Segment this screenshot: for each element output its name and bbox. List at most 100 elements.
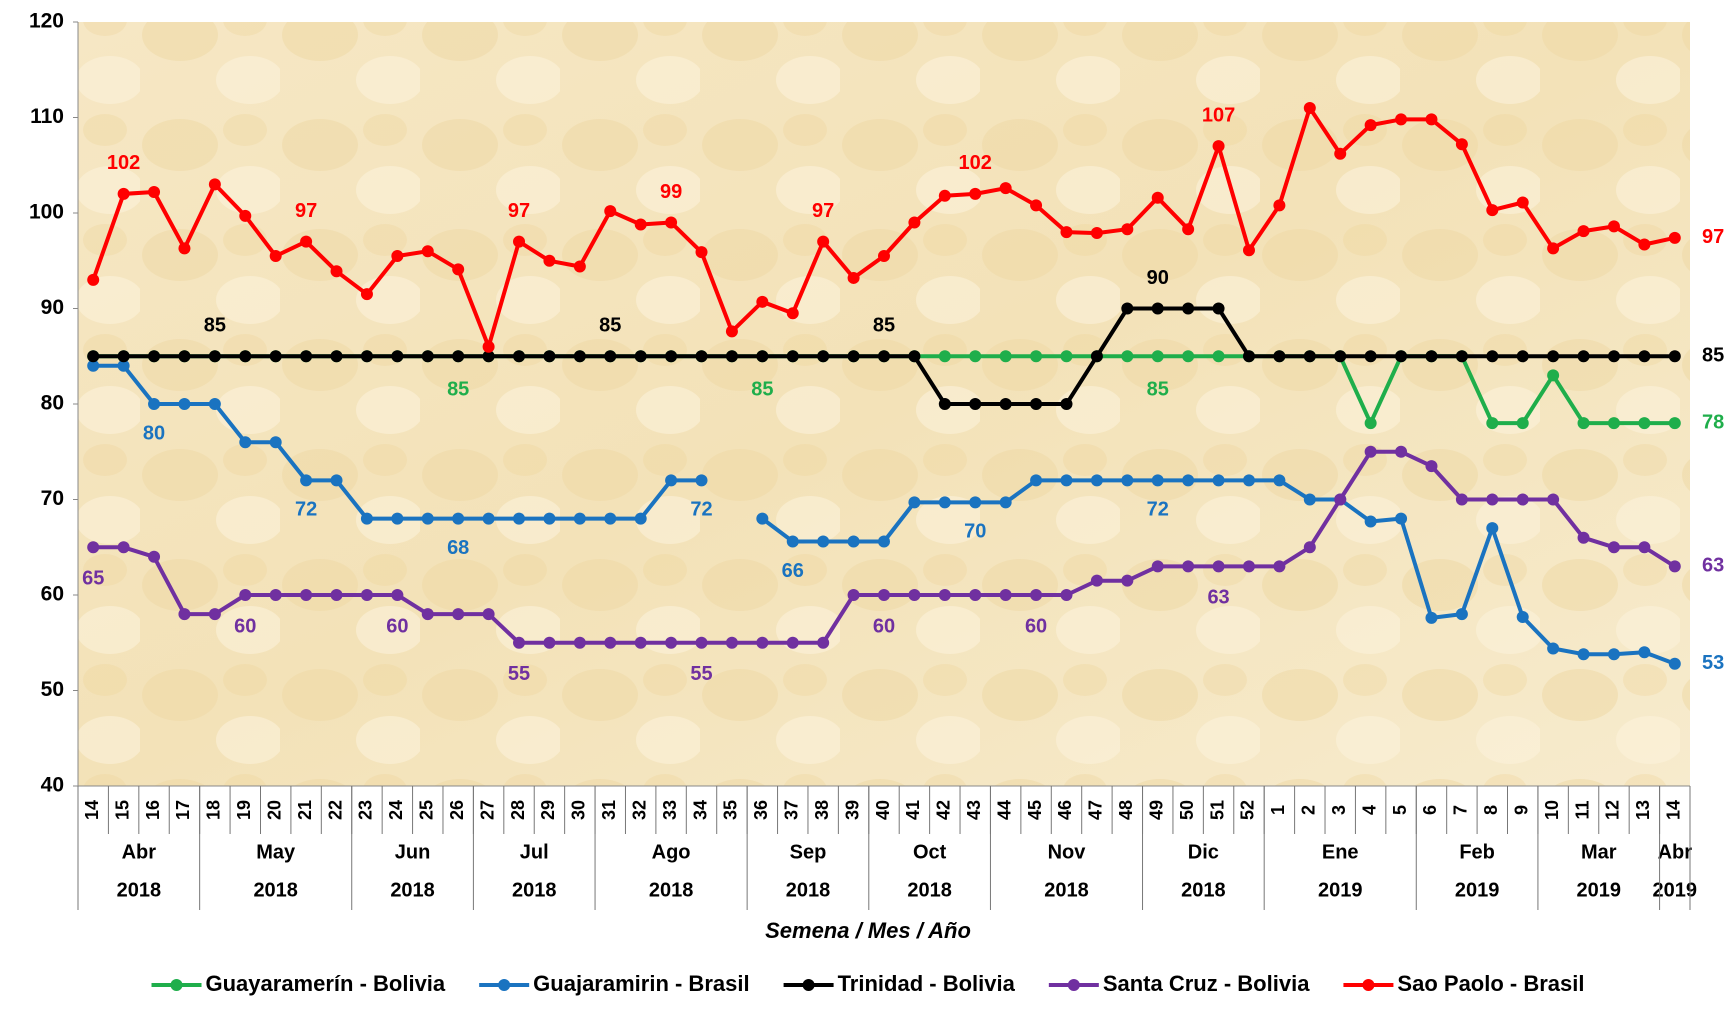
- point: [604, 512, 617, 525]
- point: [1486, 493, 1499, 506]
- point: [756, 636, 769, 649]
- x-tick-label: 6: [1420, 805, 1440, 815]
- point: [1516, 610, 1529, 623]
- point: [1395, 445, 1408, 458]
- point: [1090, 474, 1103, 487]
- year-label: 2018: [390, 879, 435, 901]
- x-tick-label: 22: [325, 800, 345, 820]
- x-tick-label: 25: [417, 800, 437, 820]
- point: [482, 512, 495, 525]
- month-label: Jul: [520, 841, 549, 863]
- y-tick-label: 120: [29, 10, 64, 33]
- data-label: 72: [295, 499, 317, 521]
- point: [1151, 350, 1164, 363]
- point: [1425, 113, 1438, 126]
- x-tick-label: 23: [356, 800, 376, 820]
- point: [360, 512, 373, 525]
- point: [269, 589, 282, 601]
- point: [1334, 493, 1347, 506]
- x-tick-label: 44: [994, 800, 1014, 820]
- point: [117, 541, 130, 554]
- point: [482, 340, 495, 353]
- point: [330, 589, 343, 601]
- x-tick-label: 1: [1268, 805, 1288, 815]
- point: [1638, 417, 1651, 430]
- point: [1060, 474, 1073, 487]
- data-label: 63: [1702, 555, 1724, 577]
- point: [604, 350, 617, 363]
- point: [634, 636, 647, 649]
- point: [421, 512, 434, 525]
- y-tick-label: 70: [41, 487, 64, 510]
- point: [1668, 231, 1681, 244]
- x-tick-label: 40: [873, 800, 893, 820]
- point: [999, 496, 1012, 509]
- point: [1425, 611, 1438, 624]
- point: [178, 398, 191, 410]
- point: [1607, 350, 1620, 363]
- legend-label: Guajaramirin - Brasil: [533, 971, 749, 996]
- point: [1182, 302, 1195, 315]
- point: [1455, 350, 1468, 363]
- point: [1334, 147, 1347, 160]
- y-tick-label: 80: [41, 392, 64, 415]
- point: [786, 307, 799, 320]
- point: [1668, 417, 1681, 430]
- point: [1273, 199, 1286, 212]
- point: [87, 273, 100, 286]
- data-label: 97: [508, 200, 530, 222]
- x-tick-label: 47: [1086, 800, 1106, 820]
- legend-label: Sao Paolo - Brasil: [1397, 971, 1584, 996]
- month-label: Abr: [122, 841, 157, 863]
- point: [1516, 417, 1529, 430]
- point: [878, 249, 890, 262]
- point: [1395, 512, 1408, 525]
- point: [1273, 350, 1286, 363]
- data-label: 85: [873, 315, 895, 337]
- point: [695, 636, 708, 649]
- point: [1547, 242, 1560, 255]
- point: [360, 350, 373, 363]
- point: [817, 350, 830, 363]
- point: [1182, 474, 1195, 487]
- legend-item: Santa Cruz - Bolivia: [1048, 971, 1310, 996]
- point: [665, 474, 678, 487]
- point: [817, 535, 830, 548]
- y-tick-label: 50: [41, 678, 64, 701]
- point: [634, 218, 647, 231]
- x-tick-label: 4: [1359, 805, 1379, 815]
- point: [938, 496, 951, 509]
- point: [1212, 302, 1225, 315]
- point: [513, 350, 526, 363]
- legend-marker: [170, 979, 183, 991]
- x-tick-label: 39: [842, 800, 862, 820]
- x-tick-label: 42: [934, 800, 954, 820]
- point: [391, 350, 404, 363]
- point: [87, 541, 100, 554]
- point: [1638, 350, 1651, 363]
- y-tick-label: 100: [29, 201, 64, 224]
- month-label: May: [256, 841, 296, 863]
- point: [1607, 417, 1620, 430]
- point: [1212, 474, 1225, 487]
- point: [300, 474, 313, 487]
- point: [208, 178, 221, 191]
- x-tick-label: 33: [660, 800, 680, 820]
- point: [87, 350, 100, 363]
- point: [1212, 350, 1225, 363]
- data-label: 53: [1702, 652, 1724, 674]
- point: [1547, 369, 1560, 382]
- point: [1242, 474, 1255, 487]
- point: [573, 636, 586, 649]
- point: [452, 350, 465, 363]
- x-tick-label: 50: [1177, 800, 1197, 820]
- point: [117, 187, 130, 200]
- point: [1303, 541, 1316, 554]
- x-tick-label: 14: [82, 800, 102, 820]
- month-label: Oct: [913, 841, 947, 863]
- point: [208, 608, 221, 621]
- point: [1121, 574, 1134, 587]
- point: [604, 636, 617, 649]
- point: [1516, 350, 1529, 363]
- year-label: 2018: [649, 879, 694, 901]
